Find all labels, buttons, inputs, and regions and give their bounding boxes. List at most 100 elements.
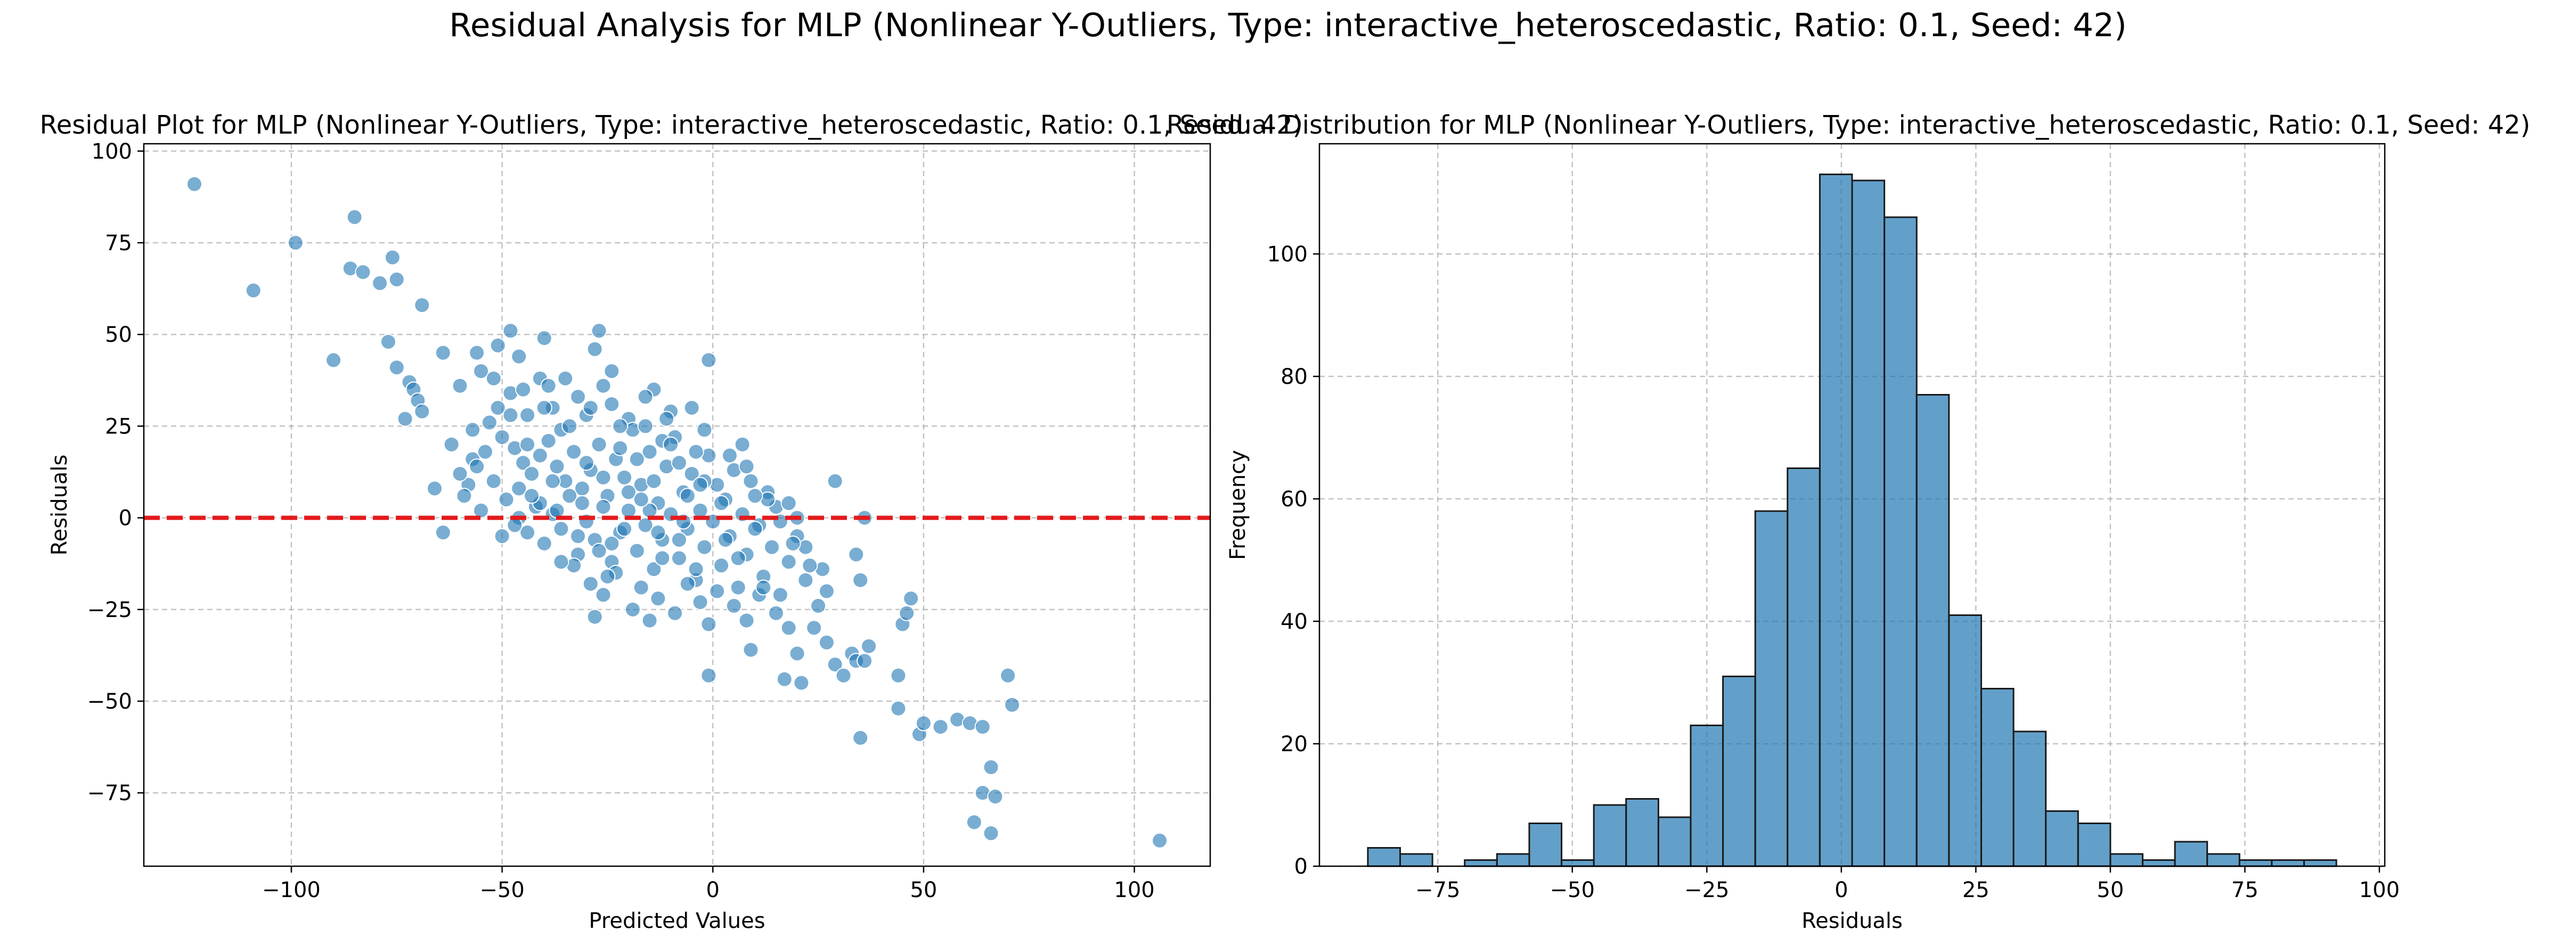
scatter-point [683,399,700,416]
scatter-point [456,488,472,504]
scatter-point [932,719,949,735]
scatter-point [515,455,532,471]
scatter-point [688,443,704,460]
scatter-point [785,535,801,552]
y-tick-label: 40 [1281,610,1308,634]
y-tick-label: 25 [105,414,132,439]
residual-distribution-title: Residual Distribution for MLP (Nonlinear… [1166,110,2531,140]
scatter-point [1152,832,1168,849]
scatter-point [536,399,552,416]
scatter-point [599,568,616,585]
scatter-point [688,561,704,578]
scatter-point [582,576,599,592]
scatter-point [524,465,540,482]
scatter-point [793,675,810,691]
histogram-bar [2206,853,2240,867]
scatter-point [604,363,620,380]
y-tick-label: 0 [119,506,132,531]
scatter-point [637,517,654,533]
histogram-bar [2238,859,2273,867]
scatter-point [641,612,658,629]
histogram-bar [1754,510,1789,867]
scatter-point [473,363,490,380]
residual-plot-title: Residual Plot for MLP (Nonlinear Y-Outli… [39,110,1303,140]
scatter-point [388,271,405,287]
scatter-point [570,389,586,405]
histogram-bar [2077,823,2112,867]
scatter-point [738,458,755,475]
scatter-point [780,554,797,570]
scatter-point [591,436,607,453]
scatter-point [633,491,649,508]
scatter-point [574,495,590,512]
histogram-bar [1980,688,2015,867]
histogram-bar [1915,394,1950,867]
scatter-point [553,554,569,570]
scatter-point [624,601,641,618]
scatter-point [549,458,565,475]
scatter-point [629,543,645,559]
scatter-point [966,814,982,831]
scatter-point [540,432,557,449]
x-tick-label: 50 [910,878,937,902]
scatter-point [692,476,708,493]
scatter-point [738,612,755,629]
scatter-point [557,370,574,387]
scatter-point [827,656,843,673]
scatter-point [502,323,519,339]
y-tick-label: 75 [105,231,132,256]
scatter-point [810,597,827,614]
x-axis-label: Residuals [1801,909,1903,933]
scatter-point [818,634,835,651]
scatter-point [435,524,451,541]
y-tick-label: 100 [1267,242,1308,267]
x-tick-label: 0 [706,878,720,902]
scatter-point [485,370,502,387]
scatter-point [861,638,877,654]
scatter-point [414,403,430,420]
scatter-point [595,587,612,603]
scatter-point [582,399,599,416]
scatter-point [700,352,717,368]
scatter-point [519,524,536,541]
scatter-point [616,469,633,486]
x-tick-label: 50 [2097,878,2124,902]
scatter-point [384,249,401,266]
y-tick-label: 0 [1294,854,1308,879]
scatter-point [671,550,687,566]
scatter-point [637,389,654,405]
scatter-point [679,576,696,592]
scatter-point [857,653,873,669]
y-tick-label: 100 [92,139,132,164]
scatter-point [915,715,932,732]
scatter-point [696,539,713,555]
scatter-point [469,458,485,475]
scatter-point [730,550,746,566]
scatter-point [827,473,843,489]
scatter-point [490,337,506,354]
histogram-bar [1722,676,1756,867]
scatter-point [983,825,999,842]
x-tick-label: 75 [2231,878,2259,902]
plot-frame [143,143,1211,867]
scatter-point [713,495,730,512]
scatter-point [515,381,532,398]
histogram-bar [2303,859,2337,867]
scatter-point [802,557,818,574]
histogram-bar [1690,725,1724,867]
scatter-point [372,275,388,291]
y-tick-label: 20 [1281,732,1308,757]
scatter-point [612,440,629,456]
histogram-bar [1884,216,1918,867]
scatter-point [325,352,342,368]
y-axis-label: Frequency [1226,450,1250,560]
scatter-points [186,176,1168,849]
scatter-point [780,495,797,512]
scatter-point [646,473,662,489]
scatter-point [780,620,797,636]
scatter-point [355,264,371,281]
scatter-point [519,407,536,423]
scatter-point [700,667,717,684]
x-tick-label: −25 [1684,878,1729,902]
scatter-point [683,465,700,482]
